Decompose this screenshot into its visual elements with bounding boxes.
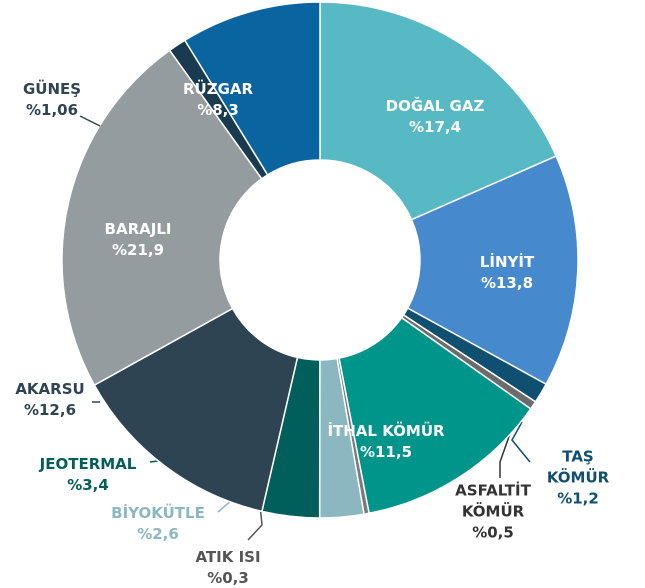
slice-label: RÜZGAR %8,3 [183, 79, 253, 121]
value-label: %12,6 [23, 401, 77, 419]
slice-label: İTHAL KÖMÜR %11,5 [327, 421, 444, 463]
leader-line [499, 427, 513, 478]
slice-label: JEOTERMAL %3,4 [40, 454, 137, 496]
leader-line [79, 115, 101, 127]
donut-slice [61, 49, 263, 387]
value-label: %0,3 [207, 569, 249, 587]
donut-slice [338, 316, 532, 515]
slice-label: AKARSU %12,6 [15, 379, 84, 421]
category-label: TAŞ KÖMÜR [546, 447, 610, 487]
donut-slice [319, 1, 558, 221]
slice-label: TAŞ KÖMÜR %1,2 [545, 447, 612, 510]
category-label: LİNYİT [479, 253, 535, 271]
slice-label: ATIK ISI %0,3 [195, 547, 260, 588]
slice-label: BARAJLI %21,9 [105, 219, 172, 261]
leader-line [511, 421, 531, 463]
donut-slice [93, 307, 299, 513]
donut-slice [406, 155, 579, 386]
value-label: %13,8 [480, 274, 534, 292]
value-label: %11,5 [359, 443, 413, 461]
category-label: İTHAL KÖMÜR [327, 422, 445, 440]
category-label: BİYOKÜTLE [111, 504, 205, 522]
value-label: %1,06 [25, 101, 79, 119]
category-label: JEOTERMAL [39, 455, 137, 473]
category-label: ASFALTİT KÖMÜR [455, 481, 531, 521]
category-label: GÜNEŞ [22, 80, 82, 98]
value-label: %3,4 [67, 476, 109, 494]
value-label: %0,5 [472, 523, 514, 542]
category-label: BARAJLI [104, 220, 172, 238]
category-label: ATIK ISI [195, 548, 261, 566]
category-label: DOĞAL GAZ [385, 97, 485, 115]
slice-label: GÜNEŞ %1,06 [23, 79, 81, 121]
value-label: %17,4 [408, 118, 462, 136]
donut-slice [183, 1, 321, 176]
value-label: %8,3 [197, 101, 239, 119]
slice-label: BİYOKÜTLE %2,6 [111, 503, 205, 545]
slice-label: DOĞAL GAZ %17,4 [386, 96, 485, 138]
value-label: %21,9 [111, 241, 165, 259]
value-label: %1,2 [557, 489, 599, 508]
category-label: RÜZGAR [182, 80, 254, 98]
slice-label: ASFALTİT KÖMÜR %0,5 [448, 481, 538, 544]
slice-label: LİNYİT %13,8 [480, 252, 534, 294]
category-label: AKARSU [15, 380, 85, 398]
value-label: %2,6 [137, 525, 179, 543]
